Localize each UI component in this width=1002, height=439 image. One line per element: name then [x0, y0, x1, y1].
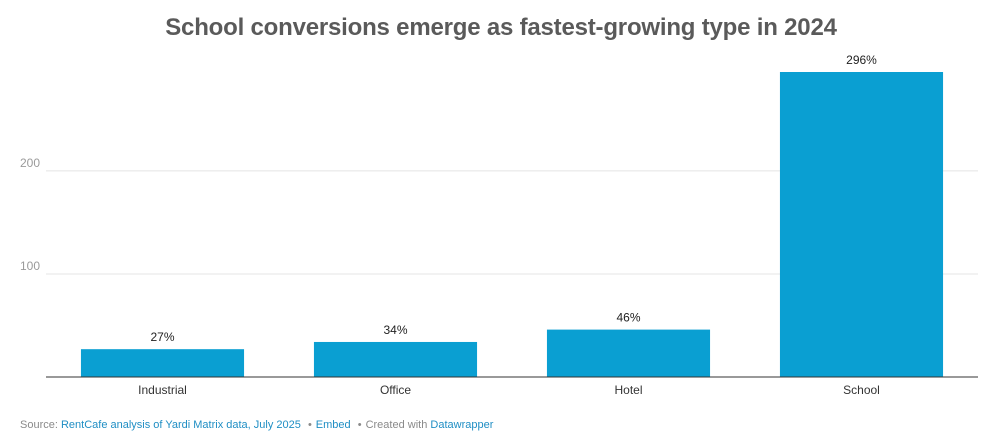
source-prefix: Source: — [20, 419, 58, 431]
value-label: 46% — [616, 311, 640, 325]
chart-title: School conversions emerge as fastest-gro… — [165, 14, 837, 41]
axes: Industrial Office Hotel School — [46, 376, 978, 397]
y-tick-label: 100 — [20, 259, 40, 273]
embed-link[interactable]: Embed — [315, 419, 351, 431]
bar-school — [779, 72, 944, 377]
datawrapper-link[interactable]: Datawrapper — [430, 419, 494, 431]
y-tick-label: 200 — [20, 156, 40, 170]
created-prefix: Created with — [365, 419, 428, 431]
value-label: 27% — [150, 330, 174, 344]
bar-office — [313, 341, 478, 377]
x-tick-label: Industrial — [138, 383, 187, 397]
separator: • — [357, 419, 362, 431]
separator: • — [307, 419, 312, 431]
x-tick-label: Office — [380, 383, 411, 397]
x-tick-label: Hotel — [614, 383, 642, 397]
footer: Source: RentCafe analysis of Yardi Matri… — [20, 419, 493, 431]
bar-hotel — [546, 329, 711, 377]
value-label: 296% — [846, 53, 877, 67]
value-label: 34% — [383, 323, 407, 337]
bar-industrial — [80, 349, 245, 377]
bars — [80, 72, 944, 377]
source-link[interactable]: RentCafe analysis of Yardi Matrix data, … — [60, 419, 301, 431]
value-labels: 27% 34% 46% 296% — [150, 53, 877, 344]
x-tick-label: School — [843, 383, 880, 397]
